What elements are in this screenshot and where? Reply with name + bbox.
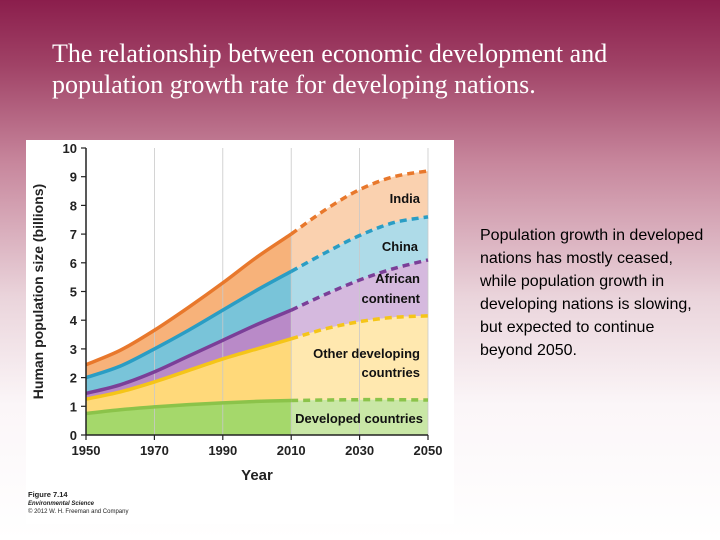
series-label-african-continent: African continent — [362, 271, 421, 306]
series-label-line: China — [382, 239, 419, 254]
y-tick-label-5: 5 — [70, 285, 77, 300]
series-label-line: Developed countries — [295, 411, 423, 426]
caption-figure: Figure 7.14 — [28, 490, 68, 499]
x-tick-label-1990: 1990 — [208, 443, 237, 458]
y-tick-label-0: 0 — [70, 428, 77, 443]
area-other-developing-countries — [86, 315, 428, 414]
x-tick-label-1970: 1970 — [140, 443, 169, 458]
series-label-china: China — [382, 239, 419, 254]
line-india-projected — [290, 169, 429, 236]
line-other-developing-countries-historical — [85, 337, 292, 401]
y-tick-label-6: 6 — [70, 256, 77, 271]
series-label-line: African — [375, 271, 420, 286]
y-axis-label: Human population size (billions) — [30, 184, 46, 399]
y-tick-label-10: 10 — [63, 141, 77, 156]
population-chart: 0 1 2 3 4 5 6 7 8 9 10 1950 1970 1990 2010 2030 2050 Year… — [26, 140, 454, 524]
x-tick-label-1950: 1950 — [72, 443, 101, 458]
series-label-line: India — [390, 191, 421, 206]
line-developed-countries-historical — [85, 398, 292, 416]
x-tick-label-2050: 2050 — [414, 443, 443, 458]
y-tick-label-7: 7 — [70, 227, 77, 242]
series-label-india: India — [390, 191, 421, 206]
y-tick-label-1: 1 — [70, 399, 77, 414]
caption-book: Environmental Science — [28, 501, 95, 507]
figure-caption: Figure 7.14 Environmental Science © 2012… — [28, 490, 328, 516]
series-label-developed-countries: Developed countries — [295, 411, 423, 426]
y-tick-label-8: 8 — [70, 198, 77, 213]
x-tick-label-2010: 2010 — [277, 443, 306, 458]
area-india — [86, 170, 428, 378]
series-label-line: continent — [362, 291, 421, 306]
y-tick-label-4: 4 — [70, 313, 78, 328]
line-china-projected — [290, 215, 429, 273]
line-china-historical — [85, 269, 293, 380]
line-other-developing-countries-projected — [290, 314, 429, 341]
population-chart-svg: 0 1 2 3 4 5 6 7 8 9 10 1950 1970 1990 2010 2030 2050 Year… — [30, 141, 443, 484]
caption-copyright: © 2012 W. H. Freeman and Company — [28, 509, 129, 515]
area-developed-countries — [86, 399, 428, 435]
series-label-other-developing-countries: Other developing countries — [313, 346, 420, 380]
line-developed-countries-projected — [291, 397, 429, 403]
x-tick-label-2030: 2030 — [345, 443, 374, 458]
line-african-continent-projected — [290, 258, 429, 312]
y-tick-label-9: 9 — [70, 170, 77, 185]
y-tick-label-3: 3 — [70, 342, 77, 357]
slide-title: The relationship between economic develo… — [52, 39, 608, 99]
area-china — [86, 216, 428, 394]
series-label-line: countries — [361, 365, 420, 380]
y-tick-label-2: 2 — [70, 371, 77, 386]
x-axis-label: Year — [241, 467, 273, 484]
line-india-historical — [85, 232, 293, 367]
line-african-continent-historical — [85, 308, 292, 396]
series-label-line: Other developing — [313, 346, 420, 361]
side-description: Population growth in developed nations h… — [480, 227, 704, 359]
